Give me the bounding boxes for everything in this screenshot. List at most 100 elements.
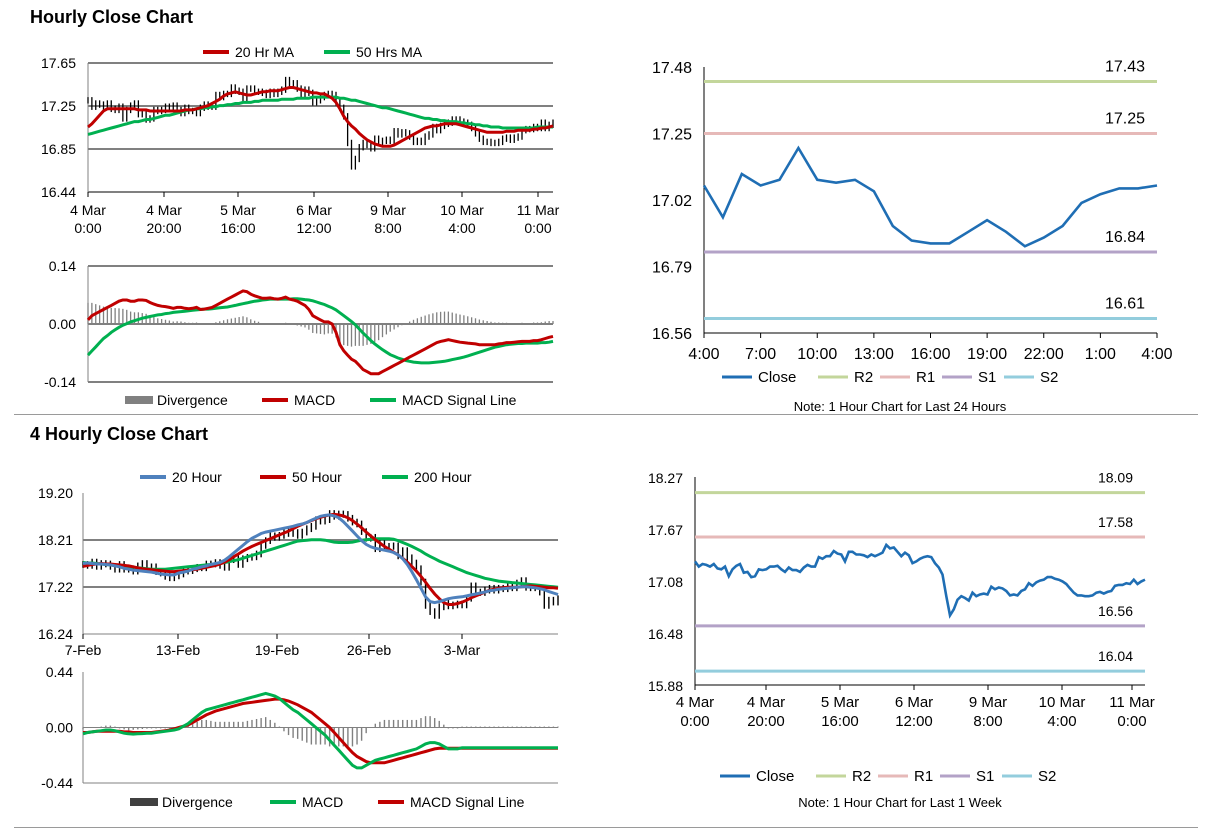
x-tick-label: 1:00 — [1085, 346, 1116, 363]
y-tick-label: 16.24 — [38, 626, 73, 642]
y-tick-label: 18.27 — [648, 470, 683, 486]
legend-macd-signal-label: MACD Signal Line — [402, 392, 517, 408]
x-tick-date: 4 Mar — [747, 694, 785, 711]
x-tick-label: 7:00 — [745, 346, 776, 363]
y-tick-label: 16.56 — [652, 326, 692, 343]
x-tick-label: 22:00 — [1024, 346, 1064, 363]
x-tick-label: 13:00 — [854, 346, 894, 363]
level-r2-label: 18.09 — [1098, 470, 1133, 486]
x-tick-time: 12:00 — [296, 220, 331, 236]
y-tick-label: 17.65 — [41, 55, 76, 71]
x-tick-label: 3-Mar — [444, 642, 481, 658]
legend-r1-label: R1 — [916, 369, 935, 386]
x-tick-date: 10 Mar — [440, 202, 484, 218]
x-tick-date: 4 Mar — [146, 202, 182, 218]
x-tick-label: 7-Feb — [65, 642, 102, 658]
four-hourly-section-title: 4 Hourly Close Chart — [30, 424, 209, 444]
level-s1-label: 16.56 — [1098, 603, 1133, 619]
y-tick-label: 16.48 — [648, 626, 683, 642]
x-tick-time: 4:00 — [448, 220, 475, 236]
legend-r2-label: R2 — [852, 768, 871, 785]
x-tick-date: 4 Mar — [70, 202, 106, 218]
legend-close-label: Close — [756, 768, 794, 785]
x-tick-date: 5 Mar — [821, 694, 859, 711]
chart-note: Note: 1 Hour Chart for Last 1 Week — [798, 795, 1002, 810]
x-tick-date: 4 Mar — [676, 694, 714, 711]
legend-divergence-swatch — [125, 396, 153, 404]
legend-50hrs-ma-label: 50 Hrs MA — [356, 44, 423, 60]
x-tick-date: 11 Mar — [1109, 694, 1155, 711]
legend-r1-label: R1 — [914, 768, 933, 785]
y-tick-label: 0.00 — [49, 316, 76, 332]
x-tick-time: 0:00 — [524, 220, 551, 236]
ma50-line — [87, 95, 553, 136]
level-r2-label: 17.43 — [1105, 58, 1145, 75]
level-s2-label: 16.61 — [1105, 296, 1145, 313]
four-hourly-macd-chart: 0.44 0.00 -0.44 Divergence MACD MACD Signal L… — [41, 665, 559, 810]
y-tick-label: 0.14 — [49, 258, 76, 274]
legend-s2-label: S2 — [1038, 768, 1056, 785]
ma200-line — [82, 537, 559, 589]
macd-signal-line — [86, 297, 554, 365]
x-tick-time: 0:00 — [1117, 713, 1146, 730]
y-tick-label: 16.85 — [41, 141, 76, 157]
hourly-pivot-chart: 17.48 17.25 17.02 16.79 16.56 17.43 17.25 16.84… — [652, 58, 1173, 414]
x-tick-time: 20:00 — [146, 220, 181, 236]
macd-line — [82, 691, 558, 770]
legend-macd-label: MACD — [294, 392, 335, 408]
legend-20-hour-label: 20 Hour — [172, 469, 222, 485]
macd-line — [86, 289, 554, 376]
legend-s1-label: S1 — [978, 369, 996, 386]
x-tick-time: 8:00 — [374, 220, 401, 236]
x-tick-label: 26-Feb — [347, 642, 392, 658]
x-tick-time: 12:00 — [895, 713, 933, 730]
x-tick-label: 4:00 — [688, 346, 719, 363]
y-tick-label: 16.44 — [41, 184, 76, 200]
ma20-line — [87, 86, 554, 148]
level-s2-label: 16.04 — [1098, 648, 1133, 664]
x-tick-date: 10 Mar — [1039, 694, 1086, 711]
chart-note: Note: 1 Hour Chart for Last 24 Hours — [794, 399, 1007, 414]
level-r1-label: 17.25 — [1105, 111, 1145, 128]
x-tick-time: 8:00 — [973, 713, 1002, 730]
x-tick-date: 6 Mar — [296, 202, 332, 218]
y-tick-label: 17.25 — [652, 127, 692, 144]
y-tick-label: 18.21 — [38, 532, 73, 548]
y-tick-label: 17.22 — [38, 579, 73, 595]
four-hourly-price-chart: 20 Hour 50 Hour 200 Hour 19.20 18.21 17.22 16.… — [38, 469, 559, 658]
x-tick-date: 6 Mar — [895, 694, 933, 711]
y-tick-label: 19.20 — [38, 485, 73, 501]
legend-close-label: Close — [758, 369, 796, 386]
legend-macd-signal-label: MACD Signal Line — [410, 794, 525, 810]
x-tick-date: 9 Mar — [969, 694, 1007, 711]
legend-macd-label: MACD — [302, 794, 343, 810]
legend-divergence-label: Divergence — [162, 794, 233, 810]
x-tick-date: 9 Mar — [370, 202, 406, 218]
x-tick-time: 16:00 — [220, 220, 255, 236]
x-tick-date: 11 Mar — [517, 202, 560, 218]
close-line — [702, 145, 1158, 248]
x-tick-label: 10:00 — [797, 346, 837, 363]
legend-divergence-label: Divergence — [157, 392, 228, 408]
x-tick-time: 4:00 — [1047, 713, 1076, 730]
legend-50-hour-label: 50 Hour — [292, 469, 342, 485]
close-line — [693, 542, 1146, 619]
legend-r2-label: R2 — [854, 369, 873, 386]
y-tick-label: 17.02 — [652, 193, 692, 210]
legend-s2-label: S2 — [1040, 369, 1058, 386]
x-tick-time: 0:00 — [680, 713, 709, 730]
y-tick-label: -0.44 — [41, 775, 73, 791]
y-tick-label: 0.00 — [46, 720, 73, 736]
ma20-line — [82, 513, 559, 605]
legend-20hr-ma-label: 20 Hr MA — [235, 44, 295, 60]
section-divider-bottom — [14, 827, 1198, 828]
x-tick-label: 19:00 — [967, 346, 1007, 363]
level-r1-label: 17.58 — [1098, 514, 1133, 530]
legend-s1-label: S1 — [976, 768, 994, 785]
y-tick-label: 17.08 — [648, 574, 683, 590]
y-tick-label: 17.48 — [652, 60, 692, 77]
hourly-price-chart: 20 Hr MA 50 Hrs MA 17.65 17.25 16.85 16.44 4 M… — [41, 44, 560, 236]
x-tick-label: 13-Feb — [156, 642, 201, 658]
weekly-pivot-chart: 18.27 17.67 17.08 16.48 15.88 18.09 17.58 16.56… — [648, 470, 1155, 810]
x-tick-label: 16:00 — [910, 346, 950, 363]
